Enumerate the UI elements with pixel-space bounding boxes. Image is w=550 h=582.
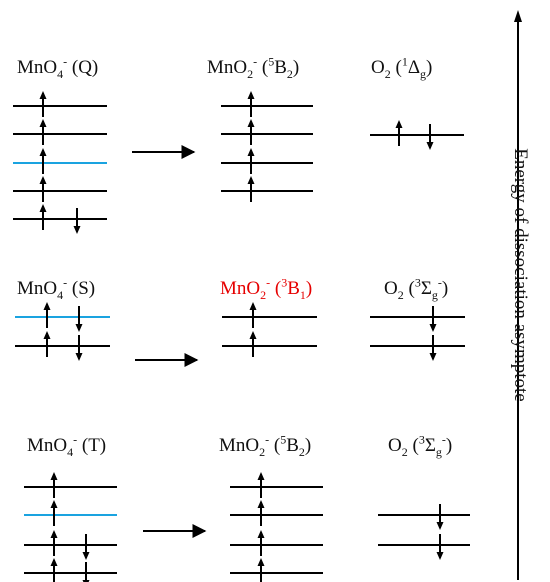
row3-product-level-1-electron-up-head xyxy=(257,472,265,480)
row3-reactant-level-3-electron-down-head xyxy=(82,552,90,560)
energy-axis-arrowhead xyxy=(514,10,522,22)
row3-o2-label: O2 (3Σg-) xyxy=(388,432,453,459)
row1-reactant-level-1-electron-up-head xyxy=(39,91,47,99)
row1-o2-level-1-electron-down-head xyxy=(426,142,434,150)
row1-product-label: MnO2- (5B2) xyxy=(207,54,300,81)
row1-product-level-3-electron-up-head xyxy=(247,148,255,156)
row3-product-level-3-electron-up-head xyxy=(257,530,265,538)
energy-axis-label: Energy of dissociation asymptote xyxy=(510,148,531,402)
row2-o2-level-2-electron-down-head xyxy=(429,353,437,361)
row1-reactant-level-5-electron-up-head xyxy=(39,204,47,212)
row1-reactant-level-4-electron-up-head xyxy=(39,176,47,184)
row1-reactant-level-3-electron-up-head xyxy=(39,148,47,156)
row2-reactant-level-1-electron-down-head xyxy=(75,324,83,332)
row2-reactant-level-2-electron-up-head xyxy=(43,331,51,339)
row2-product-level-1-electron-up-head xyxy=(249,302,257,310)
row1-reactant-level-5-electron-down-head xyxy=(73,226,81,234)
row2-reactant-label: MnO4- (S) xyxy=(17,275,96,302)
row2-reactant-level-2-electron-down-head xyxy=(75,353,83,361)
row3-product-level-2-electron-up-head xyxy=(257,500,265,508)
row2-product-label: MnO2- (3B1) xyxy=(220,275,313,302)
row3-reactant-level-2-electron-up-head xyxy=(50,500,58,508)
row1-product-level-4-electron-up-head xyxy=(247,176,255,184)
row1-o2-level-1-electron-up-head xyxy=(395,120,403,128)
row3-reactant-level-4-electron-up-head xyxy=(50,558,58,566)
row1-product-level-2-electron-up-head xyxy=(247,119,255,127)
row1-reactant-level-2-electron-up-head xyxy=(39,119,47,127)
row2-o2-label: O2 (3Σg-) xyxy=(384,275,449,302)
row1-reactant-label: MnO4- (Q) xyxy=(17,54,99,81)
row3-product-label: MnO2- (5B2) xyxy=(219,432,312,459)
row2-o2-level-1-electron-down-head xyxy=(429,324,437,332)
row3-reactant-level-3-electron-up-head xyxy=(50,530,58,538)
row3-o2-level-1-electron-down-head xyxy=(436,522,444,530)
row3-reactant-level-1-electron-up-head xyxy=(50,472,58,480)
row2-reactant-level-1-electron-up-head xyxy=(43,302,51,310)
row1-product-level-1-electron-up-head xyxy=(247,91,255,99)
row3-product-level-4-electron-up-head xyxy=(257,558,265,566)
row3-o2-level-2-electron-down-head xyxy=(436,552,444,560)
row3-reactant-label: MnO4- (T) xyxy=(27,432,107,459)
row2-product-level-2-electron-up-head xyxy=(249,331,257,339)
row1-o2-label: O2 (1Δg) xyxy=(371,54,433,81)
